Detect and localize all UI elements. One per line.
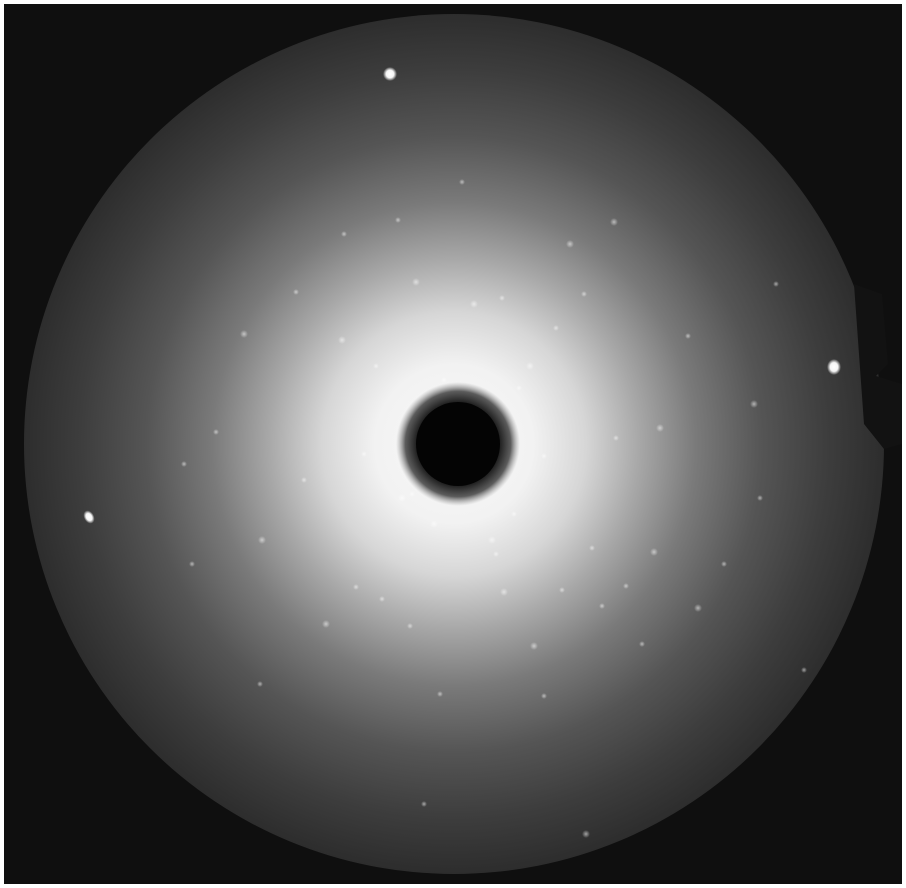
faint-reflection xyxy=(341,231,347,237)
faint-reflection xyxy=(613,435,619,441)
faint-reflections xyxy=(181,179,807,838)
faint-reflection xyxy=(694,604,702,612)
faint-reflection xyxy=(559,587,565,593)
faint-reflection xyxy=(639,641,645,647)
faint-reflection xyxy=(493,551,499,557)
bright-reflection-top xyxy=(383,67,397,81)
faint-reflection xyxy=(301,477,307,483)
detector-edge-notch xyxy=(854,284,902,449)
faint-reflection xyxy=(353,584,359,590)
faint-reflection xyxy=(421,801,427,807)
faint-reflection xyxy=(750,400,758,408)
faint-reflection xyxy=(407,623,413,629)
faint-reflection xyxy=(409,491,415,497)
faint-reflection xyxy=(412,278,420,286)
faint-reflection xyxy=(656,424,664,432)
bright-reflection-right xyxy=(827,359,841,375)
faint-reflection xyxy=(459,179,465,185)
faint-reflection xyxy=(581,291,587,297)
faint-reflection xyxy=(773,281,779,287)
faint-reflection xyxy=(553,325,559,331)
faint-reflection xyxy=(373,363,379,369)
faint-reflection xyxy=(801,667,807,673)
faint-reflection xyxy=(582,830,590,838)
faint-reflection xyxy=(189,561,195,567)
faint-reflection xyxy=(257,681,263,687)
faint-reflection xyxy=(589,545,595,551)
faint-reflection xyxy=(488,536,496,544)
faint-reflection xyxy=(721,561,727,567)
faint-reflection xyxy=(566,240,574,248)
faint-reflection xyxy=(623,583,629,589)
faint-reflection xyxy=(398,494,406,502)
faint-reflection xyxy=(757,495,763,501)
faint-reflection xyxy=(470,300,478,308)
faint-reflection xyxy=(610,218,618,226)
faint-reflection xyxy=(526,362,534,370)
faint-reflection xyxy=(430,520,438,528)
faint-reflection xyxy=(516,385,522,391)
diffraction-pattern-image xyxy=(4,4,902,884)
faint-reflection xyxy=(500,588,508,596)
faint-reflection xyxy=(361,451,367,457)
faint-reflection xyxy=(511,511,517,517)
faint-reflection xyxy=(685,333,691,339)
faint-reflection xyxy=(395,217,401,223)
faint-reflection xyxy=(650,548,658,556)
faint-reflection xyxy=(338,336,346,344)
bright-reflection-left xyxy=(83,510,95,524)
faint-reflection xyxy=(437,691,443,697)
faint-reflection xyxy=(240,330,248,338)
faint-reflection xyxy=(499,295,505,301)
faint-reflection xyxy=(322,620,330,628)
faint-reflection xyxy=(530,642,538,650)
beam-stop-core xyxy=(416,402,500,486)
faint-reflection xyxy=(213,429,219,435)
faint-reflection xyxy=(541,453,547,459)
faint-reflection xyxy=(379,596,385,602)
faint-reflection xyxy=(293,289,299,295)
faint-reflection xyxy=(599,603,605,609)
faint-reflection xyxy=(541,693,547,699)
faint-reflection xyxy=(258,536,266,544)
faint-reflection xyxy=(181,461,187,467)
faint-reflection xyxy=(441,377,447,383)
